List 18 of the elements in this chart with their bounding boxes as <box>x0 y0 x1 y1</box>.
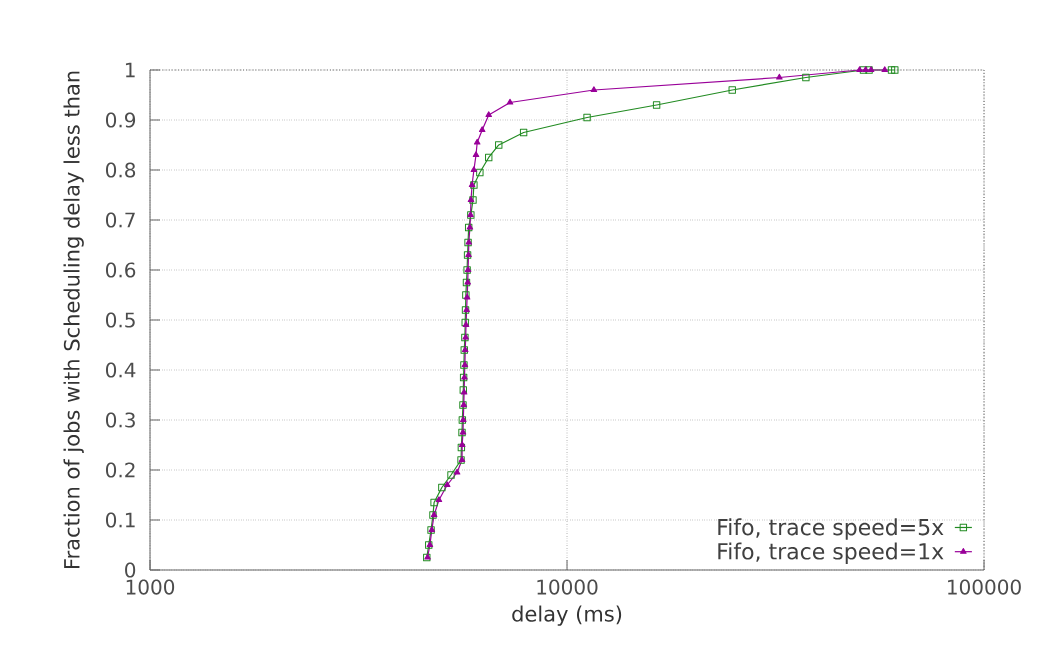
x-tick-label: 1000 <box>126 579 175 595</box>
x-tick-label: 100000 <box>948 579 1021 595</box>
legend-label: Fifo, trace speed=1x <box>718 542 944 564</box>
y-tick-label: 0.6 <box>106 262 136 278</box>
y-tick-label: 0.5 <box>106 312 135 328</box>
y-tick-label: 0.3 <box>106 412 135 428</box>
y-tick-label: 0.4 <box>106 362 136 378</box>
y-tick-label: 0.9 <box>106 112 136 128</box>
legend-label: Fifo, trace speed=5x <box>718 518 944 540</box>
y-tick-label: 0 <box>125 562 136 578</box>
x-axis-title: delay (ms) <box>512 605 622 626</box>
y-tick-label: 0.8 <box>106 162 136 178</box>
y-tick-label: 0.2 <box>106 462 135 478</box>
y-tick-label: 1 <box>125 62 135 78</box>
y-tick-label: 0.1 <box>106 512 135 528</box>
y-axis-title: Fraction of jobs with Scheduling delay less than <box>63 71 84 568</box>
y-tick-label: 0.7 <box>106 212 135 228</box>
x-tick-label: 10000 <box>537 579 598 595</box>
